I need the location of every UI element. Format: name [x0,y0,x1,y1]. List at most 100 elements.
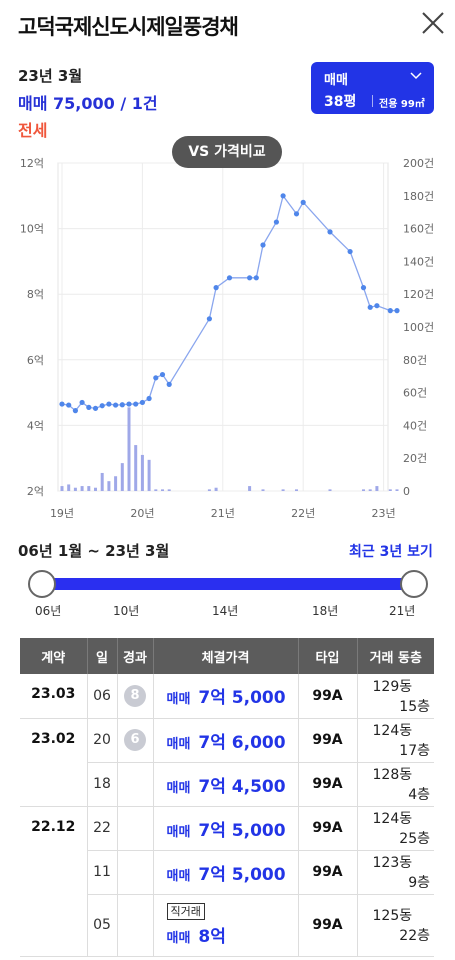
price-chart: 2억 4억 6억 8억 10억 12억 0 20건 40건 60건 80건 100건 120건 140건 1… [20,157,434,520]
y-right-tick: 20건 [403,452,427,465]
range-slider[interactable] [28,569,428,599]
price-point [374,303,380,309]
price-cell: 매매 7억 5,000 [153,806,299,851]
close-button[interactable] [418,8,448,38]
price-point [72,408,78,414]
slider-end-handle[interactable] [400,570,428,598]
y-right-tick: 120건 [403,288,434,301]
price-point [146,395,152,402]
contract-date: 23.02 [20,718,88,807]
slider-track[interactable] [40,578,415,590]
floor: 25층 [399,831,430,847]
price-point [300,199,306,205]
y-right-tick: 180건 [403,190,434,203]
volume-bar [154,489,158,491]
price-point [86,404,92,410]
contract-day: 11 [87,850,118,895]
table-header-row: 계약 일 경과 체결가격 타입 거래 동층 [20,638,434,674]
contract-day: 05 [87,894,118,957]
summary-trade-price: 매매 75,000 / 1건 [18,94,158,113]
table-row[interactable]: 23.03 06 8 매매 7억 5,000 99A 129동 15층 [20,674,434,719]
contract-date: 23.03 [20,674,88,719]
volume-bar [214,487,218,491]
deal-price: 7억 5,000 [198,688,286,709]
floor: 22층 [399,928,430,944]
volume-bar [207,489,211,491]
deal-kind: 매매 [166,868,191,884]
price-point [347,248,353,255]
price-point [213,285,219,291]
price-point [360,285,367,291]
chevron-down-icon [410,72,422,80]
elapsed-cell [117,894,154,957]
price-cell: 매매 7억 4,500 [153,762,299,807]
header-elapsed: 경과 [117,638,154,674]
volume-bar [80,486,84,491]
price-point [273,219,279,225]
count-badge: 8 [124,684,146,707]
floor: 15층 [399,698,430,715]
table-row[interactable]: 11 매매 7억 5,000 99A 123동 9층 [20,850,434,895]
deal-kind: 매매 [166,824,191,840]
deal-price: 7억 5,000 [198,820,286,841]
elapsed-cell [117,850,154,895]
y-right-tick: 0 [403,485,410,498]
price-point [166,381,172,387]
price-point [113,402,119,408]
price-cell: 매매 7억 5,000 [153,850,299,895]
slider-start-handle[interactable] [28,570,56,598]
price-point [66,402,72,408]
volume-bar [167,489,171,491]
table-row[interactable]: 23.02 20 6 매매 7억 6,000 99A 124동 17층 [20,718,434,807]
dong: 123동 [372,855,413,871]
recent-3-years-link[interactable]: 최근 3년 보기 [349,544,433,560]
deal-price: 8억 [198,927,226,947]
dong-floor-cell: 123동 9층 [357,850,434,895]
price-point [280,193,286,199]
price-point [253,275,259,281]
volume-bar [375,486,379,491]
header-type: 타입 [298,638,358,674]
volume-bar [107,481,111,491]
unit-type: 99A [298,850,358,895]
deal-price: 7억 6,000 [198,732,286,753]
table-row[interactable]: 22.12 22 매매 7억 5,000 99A 124동 25층 [20,806,434,957]
x-tick: 21년 [211,507,235,520]
volume-bar [127,407,131,491]
deal-price: 7억 4,500 [198,776,286,797]
contract-day: 18 [87,762,118,807]
y-right-tick: 200건 [403,157,434,170]
contract-day: 20 [87,718,118,763]
page-title: 고덕국제신도시제일풍경채 [18,15,239,39]
elapsed-cell [117,762,154,807]
deal-kind: 매매 [166,692,191,708]
y-left-tick: 6억 [27,354,44,367]
header-day: 일 [87,638,118,674]
dong-floor-cell: 124동 25층 [357,806,434,851]
contract-day: 06 [87,674,118,719]
unit-type: 99A [298,806,358,851]
table-row[interactable]: 05 직거래 매매 8억 99A 125동 22층 [20,894,434,957]
volume-bar [388,489,392,491]
y-left-tick: 4억 [27,419,44,432]
slider-tick: 21년 [389,604,416,618]
price-point [327,229,333,235]
elapsed-cell: 8 [117,674,154,719]
price-cell: 직거래 매매 8억 [153,894,299,957]
dong: 124동 [372,723,413,739]
price-point [159,371,166,378]
volume-bar [100,472,104,491]
volume-bar [281,489,285,491]
price-point [133,401,139,407]
volume-bar [134,445,138,491]
volume-bar [94,487,97,491]
x-tick: 22년 [291,507,315,520]
header-dong-floor: 거래 동층 [357,638,434,674]
type-selector[interactable]: 매매 38평 전용 99㎡ [311,62,434,114]
price-point [387,308,393,314]
vs-compare-button[interactable]: VS 가격비교 [172,136,282,168]
table-row[interactable]: 18 매매 7억 4,500 99A 128동 4층 [20,762,434,807]
price-point [92,405,99,411]
volume-bar [161,489,164,491]
volume-bar [261,489,265,491]
